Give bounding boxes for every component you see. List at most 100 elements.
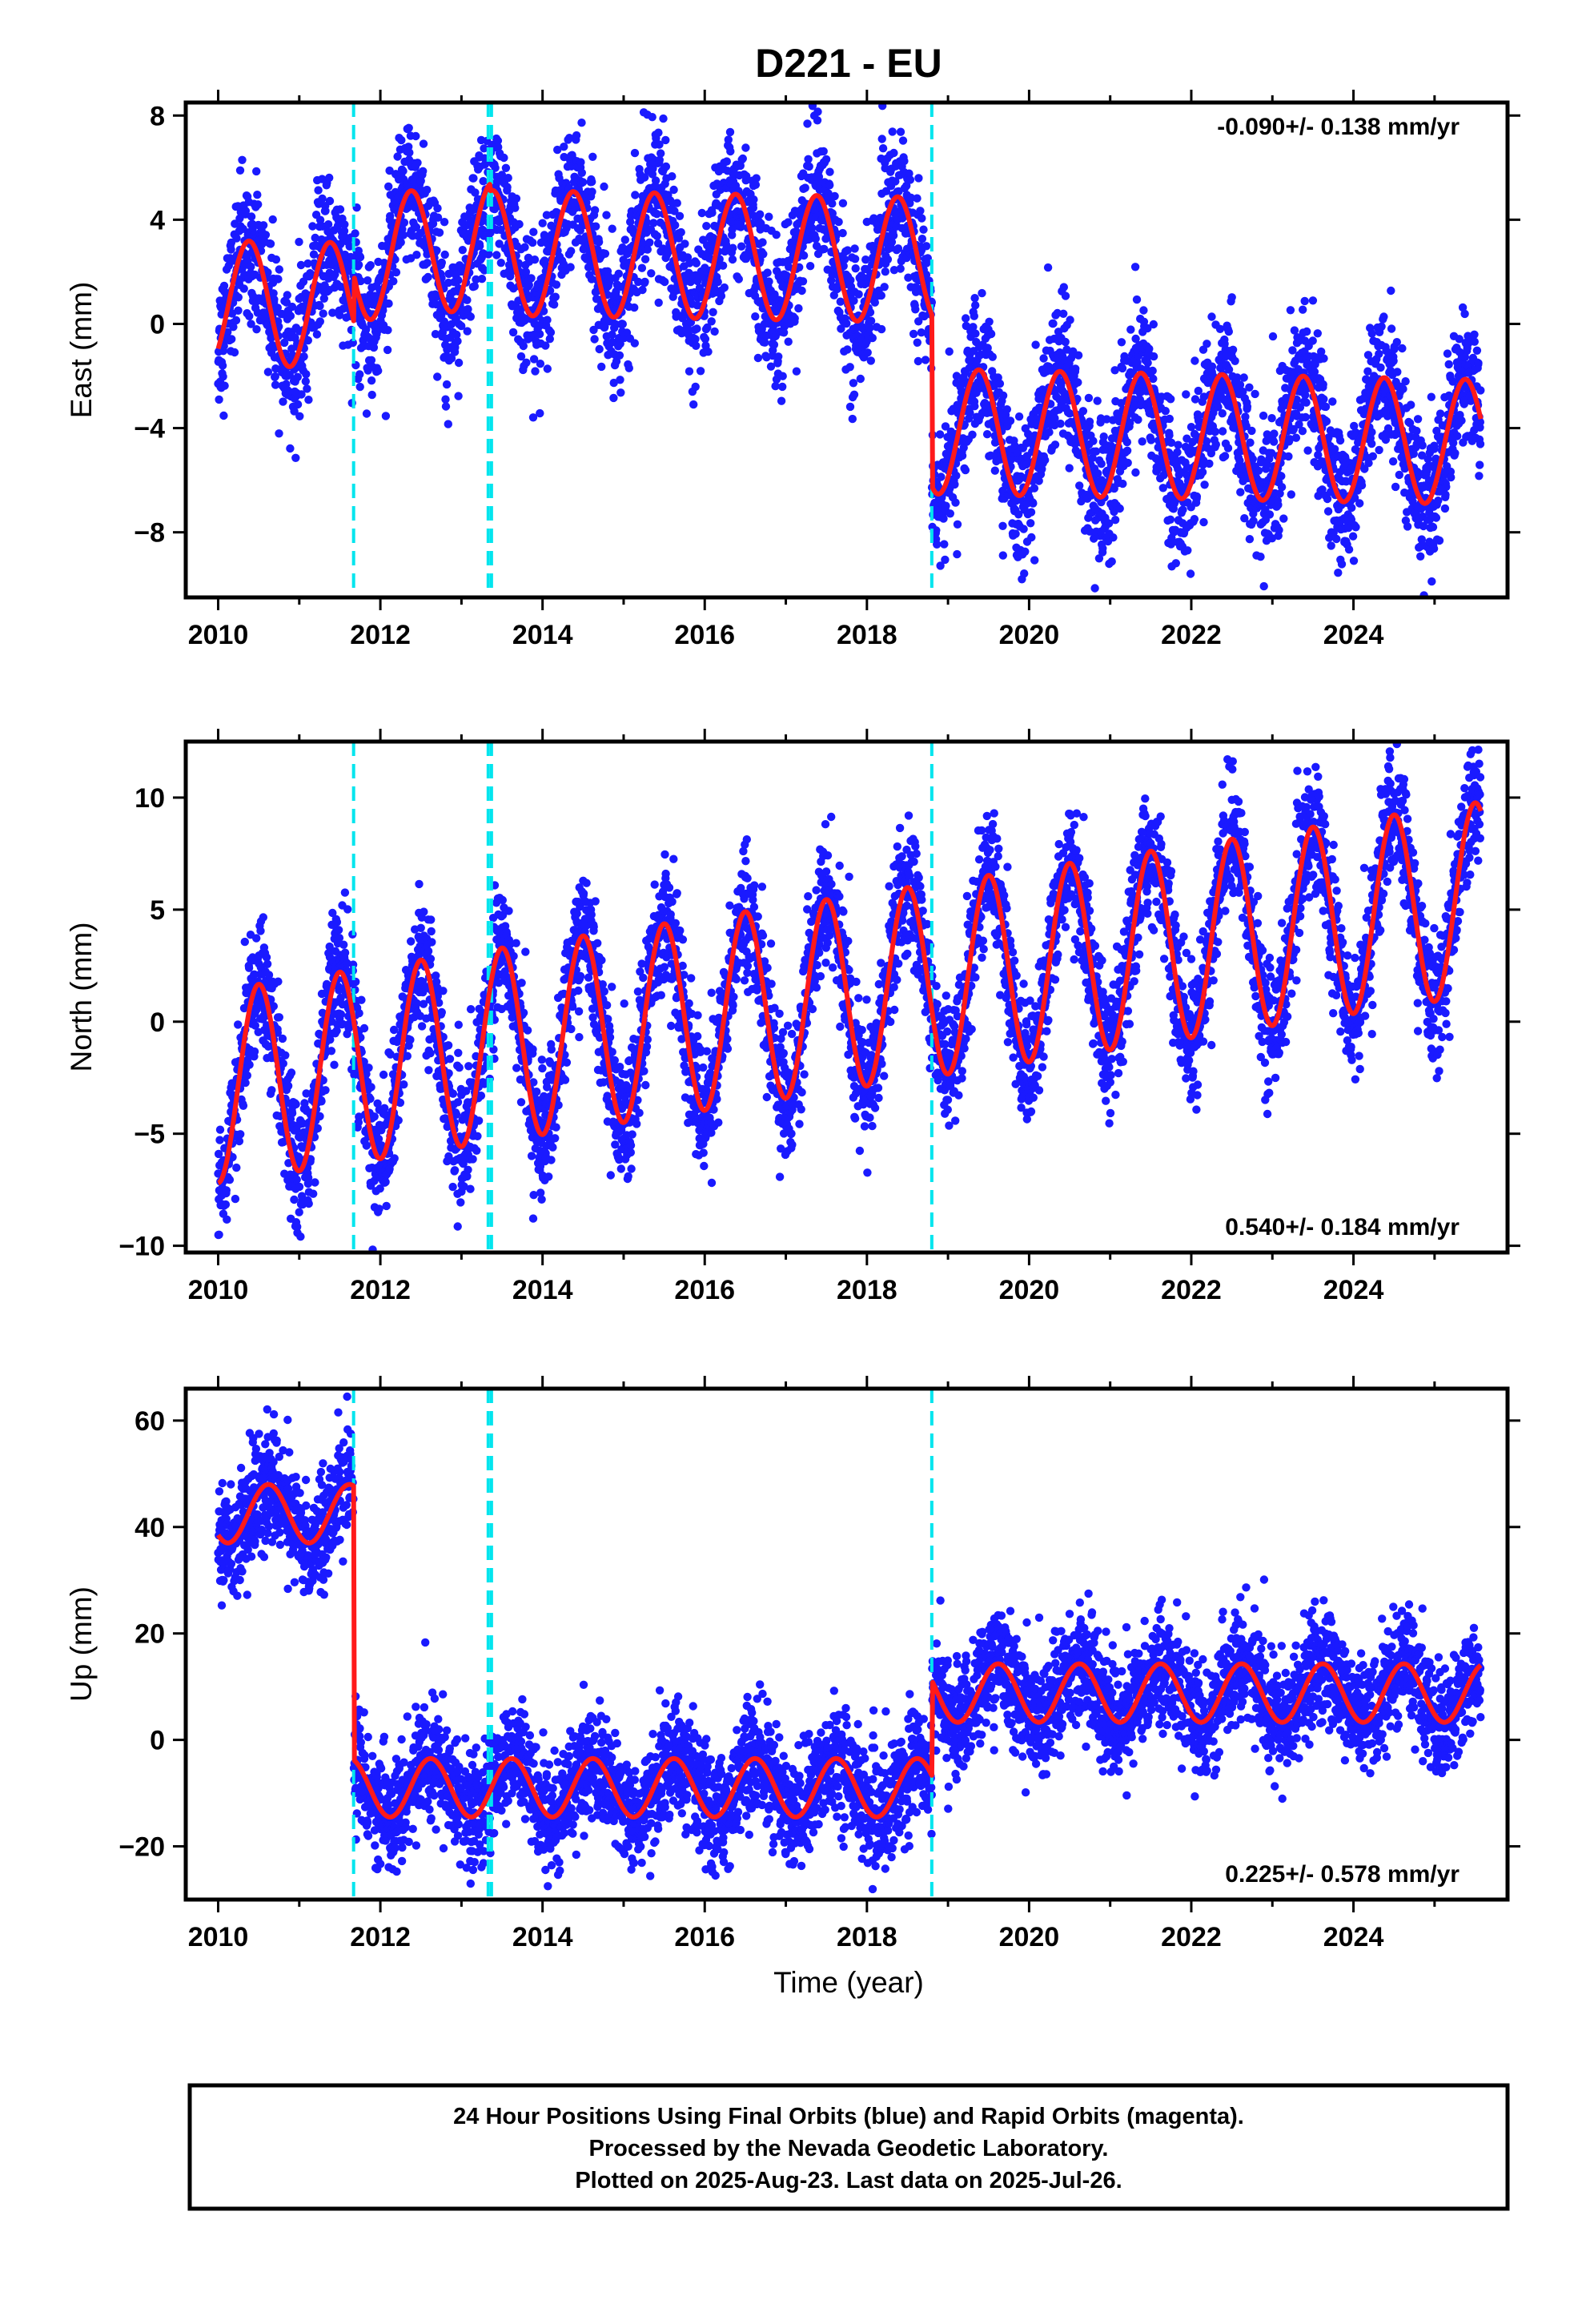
data-point xyxy=(1395,470,1404,480)
data-point xyxy=(774,352,783,361)
data-point xyxy=(362,325,371,334)
data-point xyxy=(339,227,349,235)
data-point xyxy=(1065,409,1074,418)
data-point xyxy=(784,337,793,346)
data-point xyxy=(576,158,585,167)
data-point xyxy=(911,287,921,296)
data-point xyxy=(749,203,757,212)
data-point xyxy=(1166,395,1175,404)
data-point xyxy=(998,391,1008,400)
data-point xyxy=(309,250,319,259)
data-point xyxy=(659,114,668,123)
data-point xyxy=(491,163,500,172)
data-point xyxy=(576,226,584,235)
data-point xyxy=(838,199,848,207)
data-point xyxy=(898,136,908,145)
data-point xyxy=(1398,344,1407,353)
data-point xyxy=(1453,432,1462,440)
data-point xyxy=(504,174,512,183)
data-point xyxy=(626,217,635,227)
data-point xyxy=(1061,337,1070,347)
data-point xyxy=(1251,389,1259,399)
data-point xyxy=(1014,510,1023,519)
data-point xyxy=(311,233,319,243)
data-point xyxy=(454,358,464,368)
data-point xyxy=(889,266,899,275)
data-point xyxy=(850,244,859,253)
data-point xyxy=(917,328,926,337)
data-point xyxy=(1045,428,1054,436)
data-point xyxy=(923,254,933,263)
data-point xyxy=(1224,327,1234,336)
data-point xyxy=(675,211,685,220)
data-point xyxy=(383,326,392,335)
data-point xyxy=(220,381,229,390)
data-point xyxy=(921,356,930,364)
data-point xyxy=(652,210,661,219)
data-point xyxy=(685,367,694,376)
data-point xyxy=(734,275,743,283)
data-point xyxy=(670,207,679,215)
data-point xyxy=(433,213,443,222)
data-point xyxy=(293,400,303,409)
data-point xyxy=(985,317,994,326)
data-point xyxy=(849,296,858,305)
data-point xyxy=(777,396,786,405)
data-point xyxy=(1430,444,1439,453)
data-point xyxy=(528,413,538,422)
data-point xyxy=(728,255,737,264)
data-point xyxy=(645,238,654,247)
data-point xyxy=(531,367,540,376)
data-point xyxy=(1034,476,1043,485)
data-point xyxy=(496,225,505,235)
data-point xyxy=(616,388,625,397)
data-point xyxy=(1442,482,1451,492)
data-point xyxy=(1014,412,1024,421)
data-point xyxy=(830,191,839,201)
data-point xyxy=(828,209,837,218)
data-point xyxy=(335,311,344,320)
data-point xyxy=(769,340,779,349)
data-point xyxy=(1254,466,1263,475)
data-point xyxy=(757,219,765,228)
data-point xyxy=(631,191,640,199)
data-point xyxy=(883,255,893,264)
data-point xyxy=(840,255,849,264)
data-point xyxy=(553,145,562,155)
data-point xyxy=(837,324,845,333)
data-point xyxy=(590,206,600,215)
data-point xyxy=(722,157,731,166)
data-point xyxy=(1319,395,1328,404)
data-point xyxy=(881,267,890,276)
data-point xyxy=(590,335,599,344)
data-point xyxy=(1131,468,1140,477)
data-point xyxy=(1056,419,1065,428)
data-point xyxy=(1303,327,1311,336)
data-point xyxy=(1011,529,1020,538)
data-point xyxy=(718,261,728,270)
data-point xyxy=(567,247,576,255)
data-point xyxy=(865,324,874,332)
data-point xyxy=(1246,438,1255,447)
data-point xyxy=(691,335,700,344)
data-point xyxy=(1332,534,1341,544)
data-point xyxy=(1434,497,1443,505)
data-point xyxy=(492,251,501,259)
data-point xyxy=(1050,440,1060,449)
data-point xyxy=(978,288,986,298)
data-point xyxy=(325,173,334,183)
data-point xyxy=(1440,504,1450,513)
data-point xyxy=(836,297,845,306)
data-point xyxy=(932,526,941,535)
east-panel: 2010 2012 2014 2016 2018 2020 2022 2024840−4−8E… xyxy=(65,90,1520,650)
data-point xyxy=(594,238,604,247)
data-point xyxy=(1288,346,1297,355)
data-point xyxy=(866,356,876,365)
data-point xyxy=(821,155,831,164)
data-point xyxy=(247,212,256,221)
data-point xyxy=(268,215,277,224)
data-point xyxy=(1118,364,1127,373)
data-point xyxy=(1161,407,1170,416)
data-point xyxy=(669,185,678,195)
data-point xyxy=(620,235,629,244)
